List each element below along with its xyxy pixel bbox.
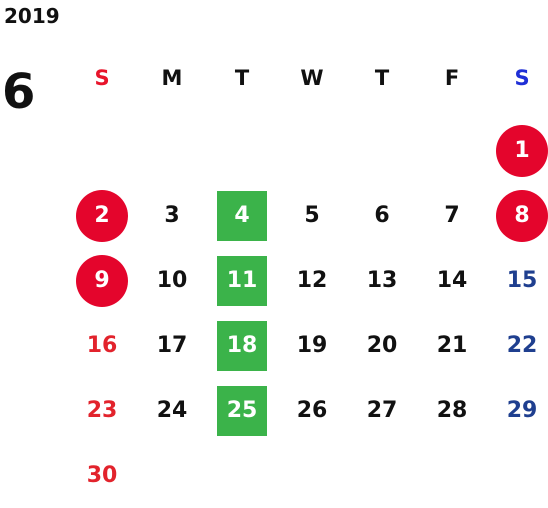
calendar-grid: 1 2 3 4 5 6 7 8 9 10 11 12 13 14 15 16 17 18 19 20 21 22 23 24 2… [67, 118, 548, 508]
day-cell-17: 17 [137, 313, 207, 378]
empty-cell [277, 118, 347, 183]
day-number: 15 [506, 268, 538, 293]
weekday-thu: T [374, 66, 390, 90]
day-number: 13 [366, 268, 398, 293]
day-number: 23 [86, 398, 118, 423]
day-number: 5 [304, 203, 320, 228]
day-number: 20 [366, 333, 398, 358]
day-number: 27 [366, 398, 398, 423]
day-number: 25 [217, 385, 267, 436]
empty-cell [137, 118, 207, 183]
day-cell-1: 1 [487, 118, 548, 183]
day-number: 3 [164, 203, 180, 228]
empty-cell [67, 118, 137, 183]
empty-cell [417, 118, 487, 183]
day-number: 22 [506, 333, 538, 358]
day-cell-7: 7 [417, 183, 487, 248]
day-number: 30 [86, 463, 118, 488]
day-number: 11 [217, 255, 267, 306]
day-cell-20: 20 [347, 313, 417, 378]
day-number: 18 [217, 320, 267, 371]
day-cell-8: 8 [487, 183, 548, 248]
empty-cell [207, 443, 277, 508]
day-cell-6: 6 [347, 183, 417, 248]
day-cell-27: 27 [347, 378, 417, 443]
day-number: 19 [296, 333, 328, 358]
day-number: 29 [506, 398, 538, 423]
weekday-wed: W [300, 66, 324, 90]
day-number: 16 [86, 333, 118, 358]
day-cell-30: 30 [67, 443, 137, 508]
day-number: 17 [156, 333, 188, 358]
day-number: 26 [296, 398, 328, 423]
day-cell-12: 12 [277, 248, 347, 313]
day-cell-24: 24 [137, 378, 207, 443]
day-cell-29: 29 [487, 378, 548, 443]
empty-cell [487, 443, 548, 508]
empty-cell [347, 118, 417, 183]
day-cell-9: 9 [67, 248, 137, 313]
day-cell-13: 13 [347, 248, 417, 313]
day-number: 6 [374, 203, 390, 228]
day-cell-28: 28 [417, 378, 487, 443]
day-number: 2 [76, 189, 128, 242]
day-cell-4: 4 [207, 183, 277, 248]
day-cell-5: 5 [277, 183, 347, 248]
day-cell-14: 14 [417, 248, 487, 313]
empty-cell [137, 443, 207, 508]
month-label: 6 [2, 64, 36, 120]
weekday-mon: M [161, 66, 183, 90]
weekday-sat: S [514, 66, 530, 90]
day-cell-21: 21 [417, 313, 487, 378]
day-cell-16: 16 [67, 313, 137, 378]
day-number: 12 [296, 268, 328, 293]
day-cell-26: 26 [277, 378, 347, 443]
empty-cell [347, 443, 417, 508]
day-number: 1 [496, 124, 548, 177]
day-cell-23: 23 [67, 378, 137, 443]
day-number: 9 [76, 254, 128, 307]
day-number: 14 [436, 268, 468, 293]
empty-cell [417, 443, 487, 508]
day-number: 10 [156, 268, 188, 293]
day-cell-19: 19 [277, 313, 347, 378]
weekday-tue: T [234, 66, 250, 90]
day-cell-15: 15 [487, 248, 548, 313]
day-cell-11: 11 [207, 248, 277, 313]
day-number: 21 [436, 333, 468, 358]
empty-cell [207, 118, 277, 183]
day-number: 8 [496, 189, 548, 242]
day-number: 28 [436, 398, 468, 423]
day-number: 4 [217, 190, 267, 241]
weekday-sun: S [94, 66, 110, 90]
day-cell-25: 25 [207, 378, 277, 443]
weekday-fri: F [444, 66, 460, 90]
empty-cell [277, 443, 347, 508]
day-number: 7 [444, 203, 460, 228]
day-cell-18: 18 [207, 313, 277, 378]
day-cell-3: 3 [137, 183, 207, 248]
year-label: 2019 [4, 4, 60, 28]
weekday-header: S M T W T F S [67, 66, 548, 90]
day-cell-2: 2 [67, 183, 137, 248]
day-number: 24 [156, 398, 188, 423]
day-cell-10: 10 [137, 248, 207, 313]
day-cell-22: 22 [487, 313, 548, 378]
